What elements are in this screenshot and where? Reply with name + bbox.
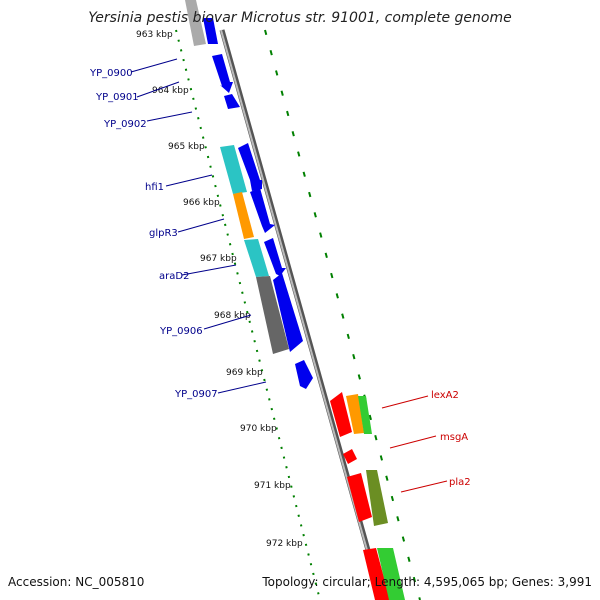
gene-blocks-left [220,145,289,354]
gene-arad2-block[interactable] [244,239,269,277]
tick-969: 969 kbp [226,368,263,378]
gene-arrows-blue [203,18,313,389]
right-dashed-track [264,29,421,600]
label-yp0906[interactable]: YP_0906 [159,326,203,337]
leader-yp0902 [146,111,193,122]
gene-hfi1-block[interactable] [220,145,247,194]
leader-hfi1 [165,174,213,187]
label-hfi1[interactable]: hfi1 [145,182,164,193]
footer-accession: Accession: NC_005810 [8,575,144,589]
gene-yp0907-arrow[interactable] [295,360,313,389]
right-gene-labels: lexA2 msgA pla2 [381,390,471,493]
gene-yp0899-arrow[interactable] [203,18,218,44]
gene-lexa2-red[interactable] [330,392,352,437]
map-title: Yersinia pestis biovar Microtus str. 910… [88,10,511,26]
tick-965: 965 kbp [168,142,205,152]
leader-yp0900 [130,58,178,73]
gene-bottom-red[interactable] [363,548,390,600]
leader-yp0901 [136,81,180,98]
gene-glpr3-arrow[interactable] [250,188,275,233]
label-pla2[interactable]: pla2 [449,477,471,488]
tick-labels: 963 kbp 964 kbp 965 kbp 966 kbp 967 kbp … [136,30,303,549]
gene-yp0906-block[interactable] [256,276,289,354]
gene-lexa2-green[interactable] [358,396,372,434]
tick-964: 964 kbp [152,86,189,96]
tick-966: 966 kbp [183,198,220,208]
gene-arad2-arrow[interactable] [264,238,286,276]
tick-972: 972 kbp [266,539,303,549]
label-glpr3[interactable]: glpR3 [149,228,178,239]
gene-msga-red[interactable] [343,449,357,464]
leader-yp0906 [203,314,252,330]
label-yp0900[interactable]: YP_0900 [89,68,133,79]
gene-bottom-green[interactable] [377,548,405,600]
gene-glpr3-block[interactable] [233,192,254,239]
tick-968: 968 kbp [214,311,251,321]
tick-967: 967 kbp [200,254,237,264]
gene-top-gray [185,0,206,46]
label-yp0901[interactable]: YP_0901 [95,92,139,103]
leader-pla2 [400,480,448,493]
genome-backbone-highlight [220,29,382,600]
label-arad2[interactable]: araD2 [159,271,189,282]
gene-yp0901-arrow[interactable] [224,94,240,109]
leader-lexa2 [381,395,429,409]
gene-blocks-right [330,392,405,600]
left-gene-labels: YP_0900 YP_0901 YP_0902 hfi1 glpR3 araD2… [89,58,267,400]
gene-pla2-red[interactable] [347,473,372,522]
leader-arad2 [181,264,237,276]
gene-yp0906-arrow[interactable] [273,273,303,352]
label-yp0907[interactable]: YP_0907 [174,389,218,400]
leader-yp0907 [217,381,267,394]
label-lexa2[interactable]: lexA2 [431,390,459,401]
tick-963: 963 kbp [136,30,173,40]
footer-topology: Topology: circular; Length: 4,595,065 bp… [261,575,592,589]
label-msga[interactable]: msgA [440,432,468,443]
tick-971: 971 kbp [254,481,291,491]
gene-pla2-olive[interactable] [366,470,388,526]
label-yp0902[interactable]: YP_0902 [103,119,147,130]
leader-msga [389,435,437,449]
gene-hfi1-arrow[interactable] [238,143,262,191]
tick-970: 970 kbp [240,424,277,434]
leader-glpr3 [177,218,225,233]
gene-yp0900-arrow[interactable] [212,54,233,93]
